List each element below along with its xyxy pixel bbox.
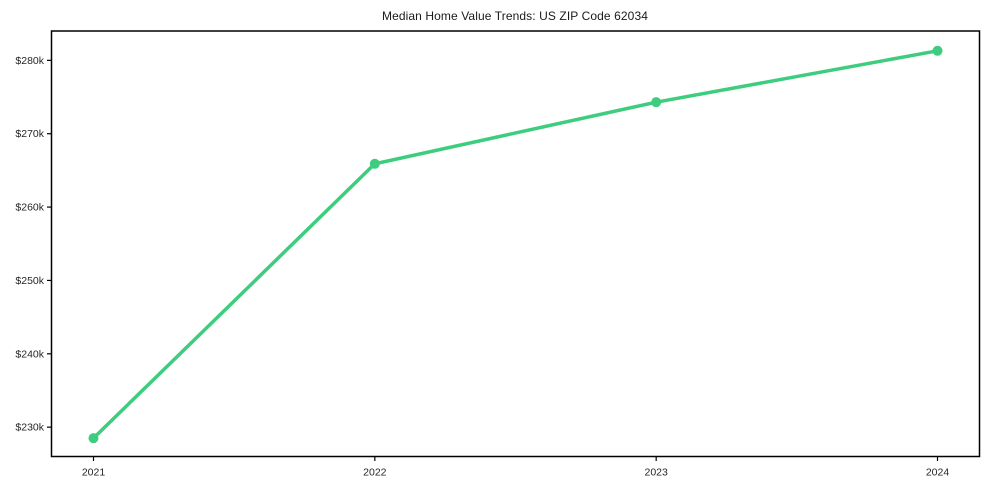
y-axis-tick-label: $230k — [15, 422, 44, 434]
data-point-2023 — [651, 97, 662, 108]
x-axis-tick-label: 2024 — [926, 467, 950, 479]
chart-title: Median Home Value Trends: US ZIP Code 62… — [381, 9, 648, 23]
y-axis-tick-label: $250k — [15, 275, 44, 287]
data-point-2024 — [932, 45, 943, 56]
data-point-2022 — [369, 158, 380, 169]
data-point-2021 — [88, 433, 99, 444]
plot-frame — [50, 30, 981, 458]
x-axis-tick-label: 2021 — [82, 467, 106, 479]
y-axis-tick-label: $280k — [15, 55, 44, 67]
x-axis-tick-label: 2023 — [644, 467, 668, 479]
x-axis-tick-label: 2022 — [363, 467, 387, 479]
y-axis-tick-label: $240k — [15, 348, 44, 360]
y-axis-tick-label: $260k — [15, 202, 44, 214]
trend-line — [91, 49, 940, 440]
y-axis-tick-label: $270k — [15, 128, 44, 140]
